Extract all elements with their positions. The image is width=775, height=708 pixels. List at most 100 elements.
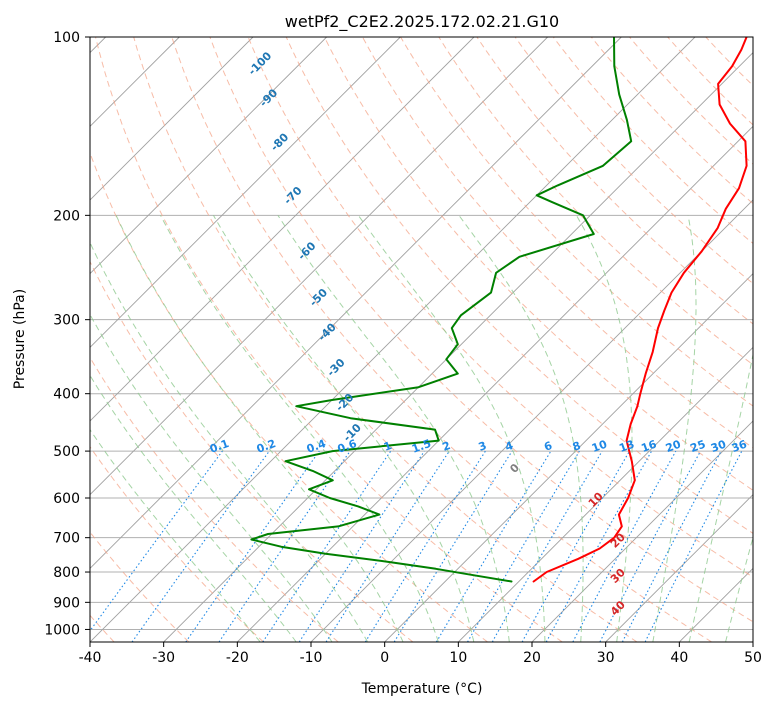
mixing-ratio-label: 0.1 [208,437,231,456]
isotherm-line [90,37,401,348]
mixing-ratio-label: 13 [617,438,636,455]
moist-adiabat-line [90,428,261,642]
isotherm-line [90,37,475,422]
dry-adiabat-line [438,37,753,366]
mixing-ratio-label: 6 [542,439,554,454]
x-tick-label: 0 [380,650,389,666]
mixing-ratio-label: 0.4 [305,437,328,456]
y-tick-label: 400 [53,387,80,403]
dry-adiabat-line [285,37,753,534]
y-tick-label: 900 [53,595,80,611]
dewpoint-line [250,37,633,583]
mixing-ratio-line [90,450,223,632]
mixing-ratio-label: 0.2 [255,437,278,456]
mixing-ratio-label: 1.5 [410,437,433,456]
isotherm-line [531,420,753,642]
isotherm-line [90,37,548,496]
y-tick-label: 600 [53,491,80,507]
x-tick-label: -10 [300,650,323,666]
mixing-ratio-line [131,450,270,642]
dry-adiabat-line [90,356,339,642]
isotherm-label: -70 [281,184,304,207]
dry-adiabat-line [90,531,190,642]
x-tick-label: 40 [670,650,688,666]
mixing-ratio-line [545,450,653,642]
isotherm-label: -60 [295,239,318,262]
y-tick-label: 1000 [44,622,80,638]
mixing-ratio-layer [90,450,743,642]
isotherm-line [310,199,753,642]
isotherm-line [237,125,753,642]
mixing-ratio-label: 30 [709,438,728,456]
x-tick-label: -40 [79,650,102,666]
isotherm-label: 10 [586,490,606,510]
dry-adiabat-line [95,37,563,642]
isotherm-label: -100 [246,49,275,78]
dry-adiabat-line [90,445,264,642]
isotherm-line [752,641,753,642]
mixing-ratio-label: 1 [382,439,394,454]
dry-adiabat-line [705,37,753,87]
axis-layer: -40 -30 -20 -10 0 10 20 30 40 5010020030040050060… [44,30,762,666]
mixing-ratio-line [435,450,552,642]
x-tick-label: 20 [523,650,541,666]
dry-adiabat-line [552,37,753,245]
isotherm-line [163,52,753,642]
isotherm-label: 0 [508,461,523,476]
mixing-ratio-line [644,450,743,642]
moist-adiabat-line [725,535,753,642]
dry-adiabat-line [476,37,753,325]
moist-adiabat-line [90,241,369,642]
mixing-ratio-line [572,450,677,642]
y-axis-label: Pressure (hPa) [12,289,28,389]
isotherm-line [679,567,753,642]
isotherm-line [90,37,327,275]
dry-adiabat-line [90,260,414,642]
y-tick-label: 100 [53,30,80,46]
isotherm-line [90,37,254,201]
moist-adiabat-line [575,215,633,642]
isotherm-label: -40 [316,320,339,343]
isotherm-label: -90 [257,86,280,109]
isotherm-line [90,37,696,642]
dry-adiabat-line [514,37,753,285]
x-axis-label: Temperature (°C) [361,681,483,697]
dry-adiabat-line [90,151,488,642]
mixing-ratio-line [467,450,580,642]
isotherm-label: -50 [307,286,330,309]
isotherm-label: 40 [608,598,628,618]
moist-adiabat-line [277,215,510,642]
plot-frame [89,36,754,643]
isotherm-label: -80 [268,130,291,153]
x-tick-label: -30 [152,650,175,666]
dry-adiabat-line [133,37,638,642]
isotherm-label: -30 [324,356,347,379]
mixing-ratio-label: 8 [571,439,583,454]
adiabat-layer [90,37,753,642]
dry-adiabat-line [667,37,753,126]
mixing-ratio-label: 36 [730,438,749,456]
mixing-ratio-label: 16 [640,438,659,456]
mixing-ratio-line [262,450,392,642]
y-tick-label: 300 [53,313,80,329]
mixing-ratio-label: 10 [590,438,609,456]
moist-adiabat-line [90,374,297,642]
grid-layer [90,37,753,642]
mixing-ratio-label: 4 [503,439,515,454]
x-tick-label: 50 [744,650,762,666]
y-tick-label: 800 [53,565,80,581]
dry-adiabat-line [247,37,753,578]
moist-adiabat-line [115,215,404,642]
mixing-ratio-label: 25 [689,438,708,455]
mixing-ratio-line [325,450,450,642]
dry-adiabat-line [209,37,753,623]
x-tick-label: 30 [597,650,615,666]
x-tick-label: 10 [449,650,467,666]
isotherm-line [458,346,753,642]
mixing-ratio-label: 3 [477,439,489,454]
mixing-ratio-label: 2 [441,439,453,454]
moist-adiabat-line [357,215,546,642]
y-tick-label: 700 [53,531,80,547]
moist-adiabat-line [160,215,439,642]
